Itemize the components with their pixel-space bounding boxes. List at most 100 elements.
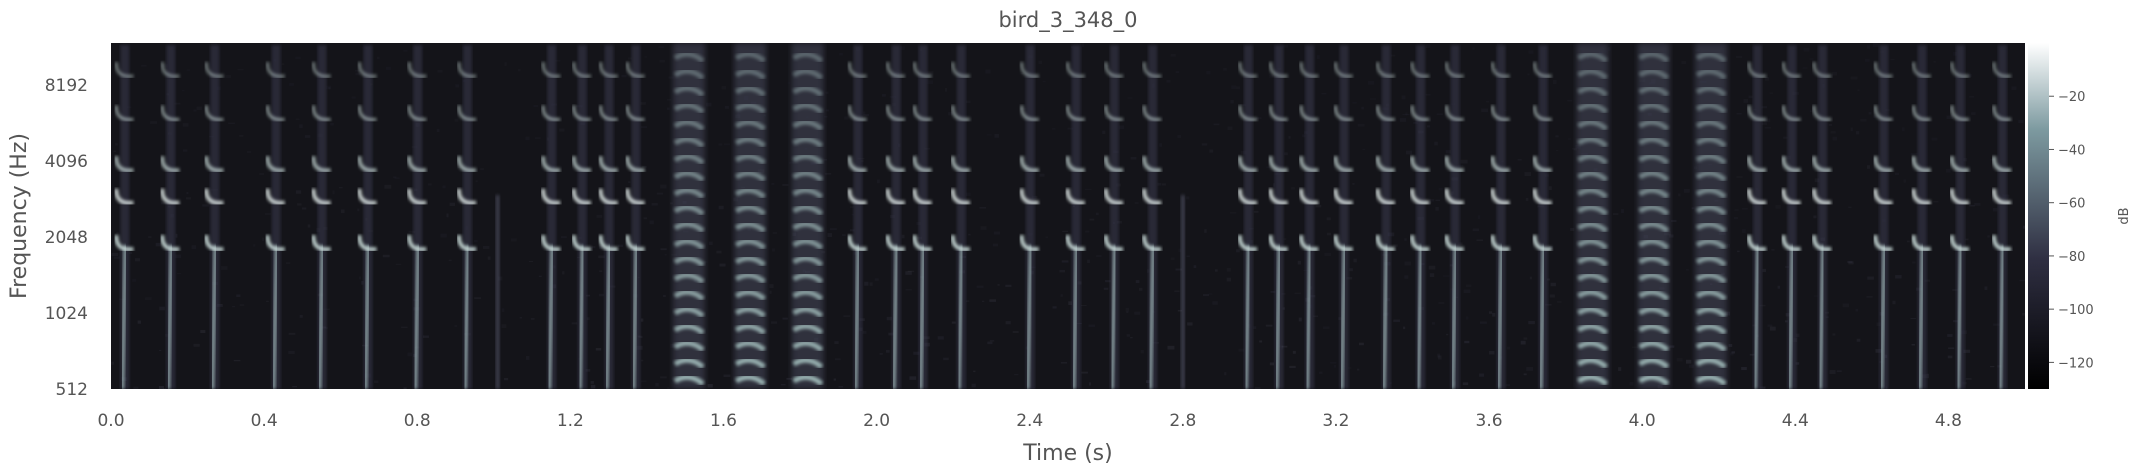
call-streak bbox=[413, 45, 423, 389]
noise-speck bbox=[1227, 126, 1233, 131]
noise-speck bbox=[160, 202, 166, 205]
noise-speck bbox=[863, 113, 870, 117]
noise-speck bbox=[986, 134, 992, 136]
call-harmonic bbox=[311, 188, 331, 205]
call-fundamental bbox=[853, 245, 860, 389]
noise-speck bbox=[1860, 118, 1867, 122]
broadband-band bbox=[1638, 153, 1670, 165]
noise-speck bbox=[1933, 201, 1939, 203]
noise-speck bbox=[656, 192, 664, 195]
broadband-band bbox=[734, 272, 766, 284]
call-harmonic bbox=[407, 156, 427, 173]
broadband-band bbox=[1638, 187, 1670, 199]
noise-speck bbox=[1965, 377, 1972, 380]
noise-speck bbox=[1229, 212, 1237, 214]
noise-speck bbox=[237, 68, 244, 71]
noise-speck bbox=[1524, 172, 1532, 177]
noise-speck bbox=[182, 123, 189, 127]
noise-speck bbox=[1931, 137, 1938, 141]
noise-speck bbox=[1618, 367, 1622, 371]
broadband-band bbox=[1577, 289, 1609, 301]
noise-speck bbox=[236, 294, 241, 298]
call-streak bbox=[1025, 45, 1035, 389]
call-streak bbox=[210, 45, 220, 389]
call-harmonic bbox=[1781, 156, 1801, 173]
noise-speck bbox=[1477, 215, 1481, 220]
call-fundamental bbox=[272, 245, 279, 389]
call-harmonic bbox=[572, 62, 592, 78]
noise-speck bbox=[1443, 275, 1450, 277]
noise-speck bbox=[295, 118, 300, 120]
broadband-band bbox=[734, 289, 766, 301]
noise-speck bbox=[1832, 71, 1838, 76]
call-harmonic bbox=[1747, 235, 1767, 252]
noise-speck bbox=[339, 187, 343, 189]
noise-speck bbox=[1761, 106, 1768, 109]
noise-speck bbox=[1737, 250, 1740, 253]
noise-speck bbox=[1971, 112, 1976, 115]
call-harmonic bbox=[1019, 188, 1039, 205]
noise-speck bbox=[914, 154, 918, 156]
call-harmonic bbox=[1781, 62, 1801, 78]
call-streak bbox=[1818, 45, 1828, 389]
noise-speck bbox=[1359, 342, 1364, 346]
noise-speck bbox=[1848, 261, 1854, 265]
noise-speck bbox=[560, 236, 567, 239]
noise-speck bbox=[1302, 134, 1306, 138]
broadband-band bbox=[792, 255, 824, 267]
noise-speck bbox=[1084, 188, 1092, 190]
noise-speck bbox=[666, 107, 670, 110]
broadband-band bbox=[673, 102, 705, 114]
call-harmonic bbox=[1142, 188, 1162, 205]
call-harmonic bbox=[913, 62, 932, 78]
noise-speck bbox=[1288, 136, 1291, 139]
noise-speck bbox=[159, 349, 162, 352]
noise-speck bbox=[1460, 159, 1468, 164]
call-harmonic bbox=[1781, 105, 1801, 122]
call-harmonic bbox=[160, 188, 180, 205]
call-harmonic bbox=[1376, 105, 1395, 122]
broadband-band bbox=[1638, 357, 1670, 369]
noise-speck bbox=[518, 68, 521, 72]
call-harmonic bbox=[204, 235, 224, 252]
noise-speck bbox=[1012, 331, 1019, 334]
noise-speck bbox=[1315, 204, 1322, 208]
call-harmonic bbox=[599, 62, 618, 78]
noise-speck bbox=[772, 232, 777, 234]
broadband-band bbox=[734, 68, 766, 80]
noise-speck bbox=[849, 206, 854, 208]
noise-speck bbox=[973, 370, 976, 373]
call-harmonic bbox=[1299, 156, 1319, 173]
noise-speck bbox=[879, 353, 883, 355]
noise-speck bbox=[1567, 138, 1572, 140]
noise-speck bbox=[1209, 149, 1214, 153]
call-fundamental bbox=[1497, 245, 1504, 389]
call-fundamental bbox=[605, 245, 612, 389]
noise-speck bbox=[1435, 206, 1439, 211]
noise-speck bbox=[559, 128, 565, 132]
noise-speck bbox=[1404, 275, 1409, 279]
broadband-band bbox=[1577, 340, 1609, 352]
broadband-band bbox=[734, 323, 766, 335]
noise-speck bbox=[989, 340, 995, 342]
noise-speck bbox=[668, 76, 675, 79]
call-harmonic bbox=[1333, 156, 1353, 173]
noise-speck bbox=[1177, 135, 1182, 138]
noise-speck bbox=[1138, 287, 1143, 291]
call-streak bbox=[1450, 45, 1460, 389]
noise-speck bbox=[1850, 76, 1858, 80]
noise-speck bbox=[1347, 367, 1352, 369]
noise-speck bbox=[1367, 81, 1375, 85]
noise-speck bbox=[1953, 320, 1958, 323]
call-harmonic bbox=[912, 235, 932, 252]
noise-speck bbox=[1803, 47, 1810, 52]
noise-speck bbox=[1230, 99, 1234, 104]
noise-speck bbox=[772, 248, 775, 252]
noise-speck bbox=[1969, 96, 1975, 98]
noise-speck bbox=[1847, 260, 1853, 263]
noise-speck bbox=[1298, 317, 1302, 322]
call-streak bbox=[547, 45, 557, 389]
call-harmonic bbox=[1992, 235, 2012, 252]
call-harmonic bbox=[1269, 62, 1288, 78]
noise-speck bbox=[295, 56, 301, 59]
